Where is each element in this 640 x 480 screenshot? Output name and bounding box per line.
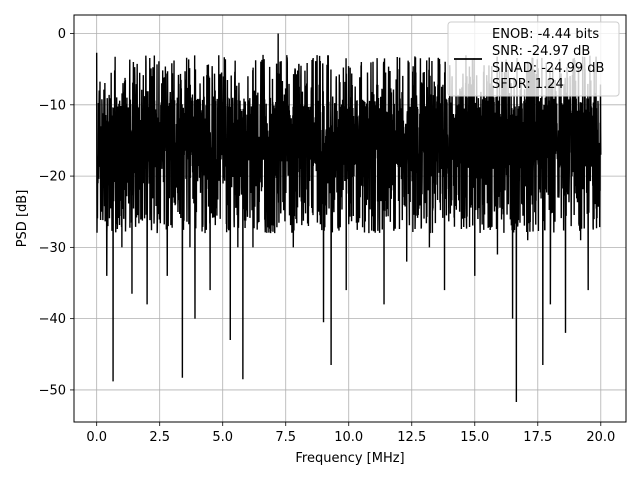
x-tick-label: 15.0 — [460, 430, 489, 445]
x-tick-label: 5.0 — [212, 430, 233, 445]
y-axis-label: PSD [dB] — [15, 190, 30, 248]
y-axis-ticks: 0 −10 −20 −30 −40 −50 — [39, 27, 74, 398]
series-layer — [95, 33, 602, 403]
x-tick-label: 20.0 — [586, 430, 615, 445]
legend-entry-sfdr: SFDR: 1.24 — [492, 77, 564, 92]
y-tick-label: −20 — [39, 170, 66, 185]
x-tick-label: 10.0 — [334, 430, 363, 445]
legend-box — [447, 21, 620, 97]
legend-entry-enob: ENOB: -4.44 bits — [492, 27, 599, 42]
plot-frame — [73, 14, 627, 423]
x-tick-label: 0.0 — [86, 430, 107, 445]
y-tick-label: −40 — [39, 312, 66, 327]
y-tick-label: −50 — [39, 383, 66, 398]
x-tick-label: 7.5 — [275, 430, 296, 445]
x-axis-ticks: 0.0 2.5 5.0 7.5 10.0 12.5 15.0 17.5 20.0 — [86, 422, 615, 445]
legend-entry-sinad: SINAD: -24.99 dB — [492, 61, 604, 76]
x-axis-label: Frequency [MHz] — [295, 451, 404, 466]
psd-series-line — [95, 33, 602, 403]
legend: ENOB: -4.44 bits SNR: -24.97 dB SINAD: -… — [447, 21, 620, 97]
legend-entry-snr: SNR: -24.97 dB — [492, 44, 590, 59]
x-tick-label: 12.5 — [397, 430, 426, 445]
x-tick-label: 2.5 — [149, 430, 170, 445]
y-tick-label: −30 — [39, 241, 66, 256]
y-tick-label: −10 — [39, 98, 66, 113]
x-tick-label: 17.5 — [523, 430, 552, 445]
y-tick-label: 0 — [58, 27, 66, 42]
